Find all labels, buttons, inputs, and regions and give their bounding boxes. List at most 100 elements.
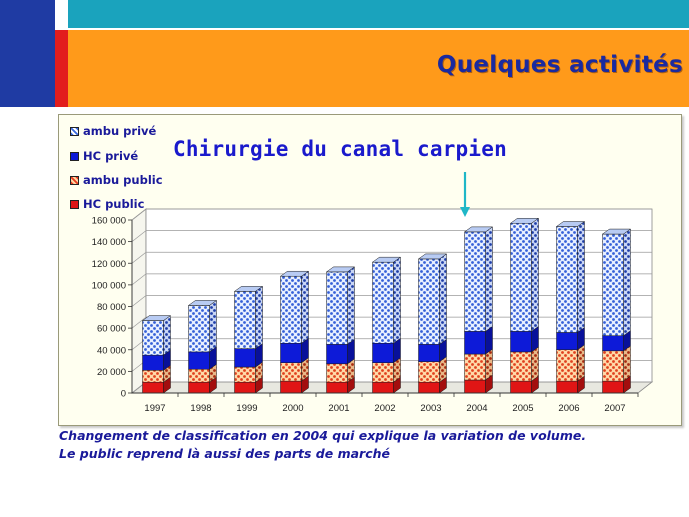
- legend-item-ambu-prive: ambu privé: [70, 124, 156, 138]
- bar-stack-1998: [187, 299, 218, 394]
- bar-ambu-public-2004: [464, 353, 486, 381]
- left-blue-band: [0, 0, 55, 107]
- bar-ambu-prive-1999-side: [255, 285, 263, 350]
- bar-ambu-prive-2000-side: [301, 270, 309, 344]
- y-tick-label: 160 000: [92, 216, 126, 227]
- annotation-arrow-head: [460, 207, 470, 217]
- bar-ambu-public-2006: [556, 349, 578, 382]
- bar-hc-prive-2006: [556, 332, 578, 351]
- bar-top-cap-2000: [279, 270, 310, 277]
- x-tick-label: 2000: [282, 403, 303, 414]
- bar-top-cap-2004: [463, 226, 494, 233]
- x-tick-label: 2005: [512, 403, 533, 414]
- bar-top-cap-2005: [509, 217, 540, 224]
- bar-top-cap-1997: [141, 315, 172, 321]
- legend-item-hc-prive: HC privé: [70, 149, 138, 163]
- x-tick-label: 2003: [420, 403, 441, 414]
- bar-hc-public-1998: [188, 381, 210, 394]
- bar-stack-2003: [417, 253, 448, 394]
- bar-stack-1999: [233, 285, 264, 394]
- bar-ambu-prive-1997-side: [163, 315, 171, 356]
- bar-top-cap-1998: [187, 300, 218, 306]
- bar-stack-2005: [509, 217, 540, 394]
- bar-ambu-prive-2004: [464, 231, 486, 332]
- bar-hc-public-1997: [142, 381, 164, 394]
- left-red-band: [55, 30, 68, 107]
- bar-hc-prive-2002: [372, 343, 394, 363]
- bar-hc-prive-1997: [142, 354, 164, 371]
- y-tick-label: 20 000: [97, 367, 126, 378]
- x-tick-label: 2007: [604, 403, 625, 414]
- bar-hc-prive-2005: [510, 331, 532, 353]
- bar-hc-prive-2007: [602, 335, 624, 352]
- y-tick-label: 80 000: [97, 302, 126, 313]
- bar-hc-prive-2001: [326, 344, 348, 365]
- bar-ambu-public-1999: [234, 366, 256, 383]
- slide-title: Quelques activités: [436, 52, 683, 78]
- header-band: [68, 30, 689, 107]
- bar-ambu-prive-2001: [326, 271, 348, 345]
- bar-ambu-prive-1998-side: [209, 299, 217, 353]
- legend-swatch-ambu-prive: [70, 126, 79, 136]
- bar-hc-public-2001: [326, 381, 348, 394]
- gridline-diag: [131, 251, 147, 264]
- bar-stack-2000: [279, 270, 310, 394]
- x-tick-label: 1997: [144, 403, 165, 414]
- legend-swatch-hc-prive: [70, 151, 79, 161]
- x-tick-label: 2002: [374, 403, 395, 414]
- bar-stack-2002: [371, 256, 402, 394]
- x-tick-label: 2006: [558, 403, 579, 414]
- bar-ambu-prive-2002-side: [393, 256, 401, 344]
- bar-ambu-prive-2005-side: [531, 217, 539, 332]
- bar-ambu-public-1998: [188, 368, 210, 383]
- legend-label: HC privé: [83, 149, 139, 163]
- bar-hc-public-2006: [556, 380, 578, 394]
- bar-hc-public-2005: [510, 380, 532, 394]
- bar-hc-public-1999: [234, 381, 256, 394]
- gridline-diag: [131, 273, 147, 286]
- legend-swatch-ambu-public: [70, 175, 79, 185]
- chart-bars: [141, 217, 632, 394]
- bar-top-cap-1999: [233, 286, 264, 292]
- annotation-arrow: [460, 172, 470, 217]
- bar-ambu-public-2002: [372, 362, 394, 383]
- bar-stack-2006: [555, 221, 586, 394]
- footnote-line-2: Le public reprend là aussi des parts de …: [59, 446, 390, 461]
- bar-stack-2007: [601, 228, 632, 394]
- bar-ambu-prive-1998: [188, 305, 210, 353]
- legend-label: ambu public: [83, 173, 163, 187]
- bar-ambu-prive-2006-side: [577, 221, 585, 333]
- bar-hc-prive-2003: [418, 344, 440, 362]
- top-left-gap: [55, 0, 68, 30]
- legend-swatch-hc-public: [70, 199, 79, 209]
- y-tick-label: 40 000: [97, 345, 126, 356]
- bar-ambu-prive-2003-side: [439, 253, 447, 345]
- bar-hc-prive-2000: [280, 343, 302, 363]
- bar-hc-prive-1999: [234, 348, 256, 368]
- bar-stack-1997: [141, 315, 172, 394]
- footnote-line-1: Changement de classification en 2004 qui…: [59, 428, 587, 443]
- bar-hc-public-2007: [602, 380, 624, 394]
- bar-ambu-prive-2002: [372, 261, 394, 344]
- bar-top-cap-2002: [371, 256, 402, 263]
- bar-hc-public-2004: [464, 379, 486, 394]
- top-teal-band: [68, 0, 689, 28]
- bar-top-cap-2006: [555, 221, 586, 227]
- y-tick-label: 140 000: [92, 237, 126, 248]
- bar-hc-public-2003: [418, 381, 440, 394]
- bar-ambu-prive-2006: [556, 226, 578, 333]
- bar-ambu-public-2006-side: [577, 344, 585, 382]
- bar-hc-public-2000: [280, 380, 302, 394]
- gridline-diag: [131, 230, 147, 242]
- bar-ambu-prive-2005: [510, 222, 532, 332]
- bar-hc-public-2002: [372, 381, 394, 394]
- bar-ambu-prive-2007-side: [623, 228, 631, 337]
- bar-ambu-public-2004-side: [485, 348, 493, 381]
- legend-item-ambu-public: ambu public: [70, 173, 163, 187]
- bar-ambu-prive-1997: [142, 320, 164, 356]
- bar-ambu-public-2000: [280, 362, 302, 382]
- bar-ambu-prive-2004-side: [485, 226, 493, 332]
- chart-axes: 0 20 000 40 000 60 000 80 000 100 000 120 000 1…: [92, 216, 639, 414]
- bar-ambu-public-2005: [510, 351, 532, 382]
